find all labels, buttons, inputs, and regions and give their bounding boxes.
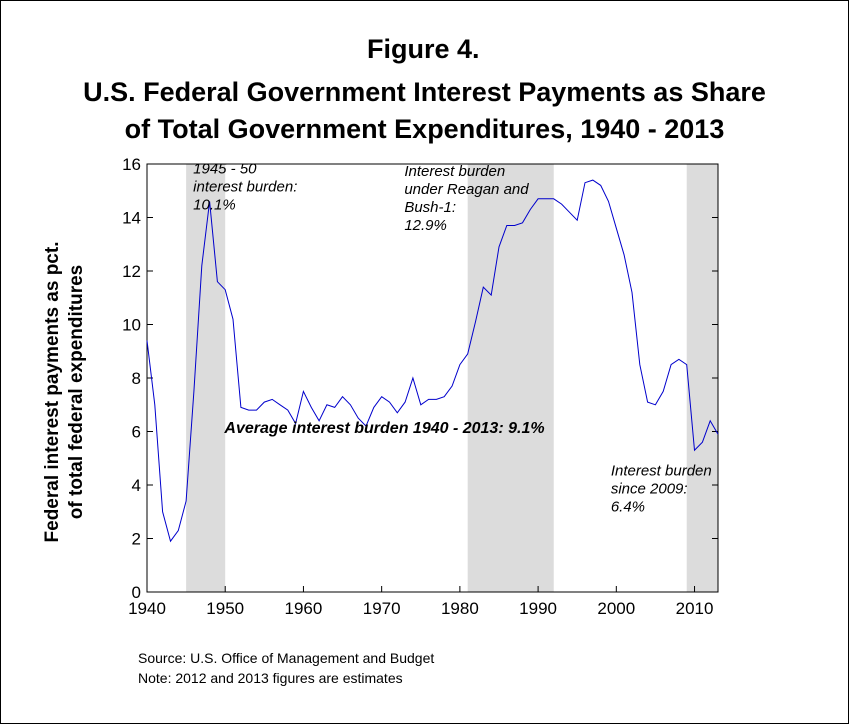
- x-tick-label: 1990: [519, 599, 557, 618]
- x-tick-label: 1970: [363, 599, 401, 618]
- figure-number: Figure 4.: [367, 34, 480, 64]
- source-note: Source: U.S. Office of Management and Bu…: [138, 650, 435, 666]
- ticks: 0 2 4 6 8 10 12 14 16 1940 1950 1960 1970 1980 1990 200…: [122, 155, 718, 618]
- x-tick-label: 1940: [128, 599, 166, 618]
- x-tick-label: 2010: [676, 599, 714, 618]
- annotation-1-line-0: Interest burden: [404, 163, 505, 180]
- footnotes: Source: U.S. Office of Management and Bu…: [138, 648, 434, 688]
- series-line-0: [146, 179, 719, 543]
- annotation-3-line-1: since 2009:: [611, 481, 688, 498]
- y-axis-label-line-0: Federal interest payments as pct.: [42, 242, 63, 543]
- estimate-note: Note: 2012 and 2013 figures are estimate…: [138, 670, 403, 686]
- shaded-period-1: [467, 164, 554, 592]
- y-tick-label: 12: [122, 262, 141, 281]
- x-tick-label: 1960: [285, 599, 323, 618]
- y-tick-label: 8: [132, 369, 141, 388]
- y-tick-label: 4: [132, 476, 141, 495]
- annotation-0-line-0: 1945 - 50: [193, 160, 257, 177]
- series: [146, 179, 719, 543]
- shaded-period-0: [186, 164, 226, 592]
- y-tick-label: 16: [122, 155, 141, 174]
- y-tick-label: 2: [132, 530, 141, 549]
- annotation-0-line-2: 10.1%: [193, 196, 236, 213]
- y-tick-label: 6: [132, 423, 141, 442]
- annotation-2-line-0: Average interest burden 1940 - 2013: 9.1…: [223, 420, 544, 437]
- annotation-1-line-2: Bush-1:: [404, 199, 456, 216]
- x-tick-label: 1950: [206, 599, 244, 618]
- annotation-3-line-2: 6.4%: [611, 499, 645, 516]
- x-tick-label: 2000: [597, 599, 635, 618]
- y-tick-label: 14: [122, 209, 141, 228]
- x-tick-label: 1980: [441, 599, 479, 618]
- annotation-0-line-1: interest burden:: [193, 178, 297, 195]
- chart-title-line2: of Total Government Expenditures, 1940 -…: [124, 114, 725, 144]
- shaded-periods: [186, 164, 718, 592]
- y-axis-label-line-1: of total federal expenditures: [66, 265, 87, 519]
- y-tick-label: 0: [132, 583, 141, 602]
- y-tick-label: 10: [122, 316, 141, 335]
- annotation-1-line-1: under Reagan and: [404, 181, 529, 198]
- annotation-1-line-3: 12.9%: [404, 217, 447, 234]
- chart-title-line1: U.S. Federal Government Interest Payment…: [83, 77, 766, 107]
- y-axis-label: Federal interest payments as pct. of tota…: [42, 242, 87, 543]
- annotation-3-line-0: Interest burden: [611, 463, 712, 480]
